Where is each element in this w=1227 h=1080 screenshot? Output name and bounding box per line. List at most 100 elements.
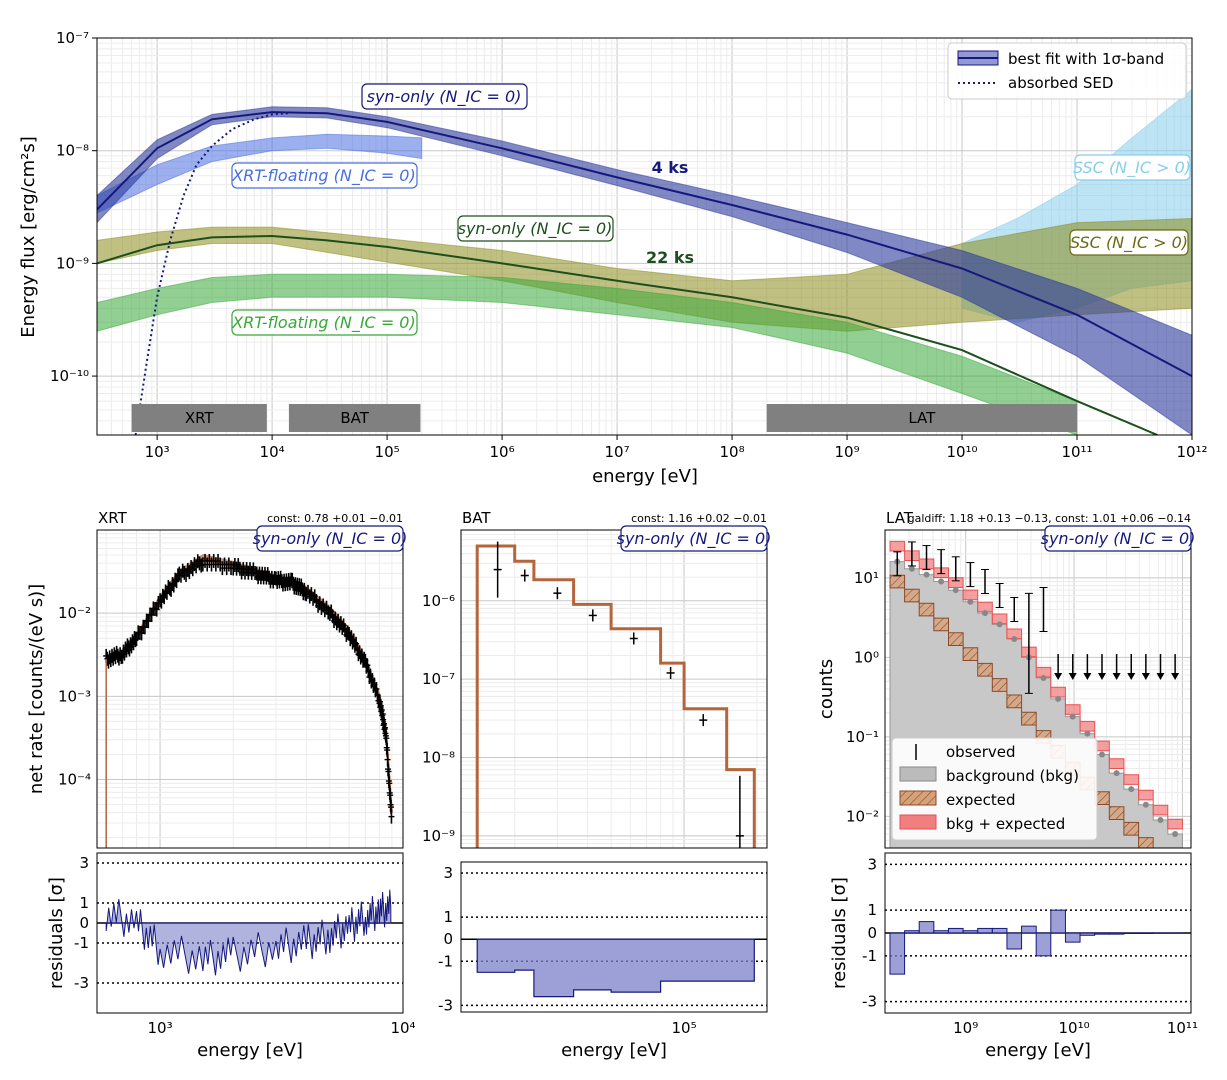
lat-legend-bkgexp: bkg + expected bbox=[946, 815, 1065, 833]
lat-tick-labels: 10¹ 10⁰ 10⁻¹ 10⁻² 10⁹ 10¹⁰ 10¹¹ bbox=[846, 569, 1198, 1037]
main-tick-labels: 10³ 10⁴ 10⁵ 10⁶ 10⁷ 10⁸ 10⁹ 10¹⁰ 10¹¹ 10¹² 10⁻⁷ 10⁻… bbox=[50, 29, 1208, 461]
xrt-res-ylabel: residuals [σ] bbox=[46, 877, 67, 989]
main-sed-panel: XRT BAT LAT 10³ 10⁴ 10⁵ 10⁶ 10⁷ 10⁸ 10⁹ 10¹⁰ 10¹¹ 1… bbox=[18, 29, 1208, 487]
lat-xlabel: energy [eV] bbox=[985, 1040, 1091, 1061]
residual-y-tick: 0 bbox=[79, 914, 89, 932]
lat-upper-limit-arrow bbox=[1112, 673, 1121, 681]
lat-residual-bar bbox=[977, 927, 993, 934]
lat-residual-bar bbox=[947, 927, 964, 934]
residual-y-tick: -3 bbox=[74, 974, 89, 992]
xrt-y-tick: 10⁻² bbox=[58, 604, 91, 622]
xrt-annotation: syn-only (N_IC = 0) bbox=[253, 529, 408, 549]
instrument-bars: XRT BAT LAT bbox=[131, 404, 1078, 432]
lat-bkg-point bbox=[952, 587, 959, 594]
x-tick-label: 10⁸ bbox=[720, 443, 745, 461]
y-tick-label: 10⁻¹⁰ bbox=[50, 367, 89, 385]
lat-residual-bar bbox=[1035, 932, 1052, 957]
lat-frame bbox=[884, 529, 1192, 849]
residual-y-tick: 0 bbox=[867, 924, 877, 942]
residual-y-tick: 3 bbox=[867, 855, 877, 873]
lat-title: LAT bbox=[886, 509, 914, 527]
main-ylabel: Energy flux [erg/cm²s] bbox=[18, 136, 39, 338]
lat-residual-bar bbox=[1050, 909, 1066, 934]
annotation-xrt-4ks: XRT-floating (N_IC = 0) bbox=[231, 166, 415, 186]
bat-y-tick: 10⁻⁹ bbox=[422, 827, 455, 845]
main-annotations: syn-only (N_IC = 0) XRT-floating (N_IC =… bbox=[231, 83, 1191, 336]
xrt-residual-curve bbox=[105, 889, 392, 976]
x-tick-label: 10⁶ bbox=[490, 443, 515, 461]
lat-upper-limit-arrow bbox=[1083, 673, 1092, 681]
lat-const: galdiff: 1.18 +0.13 −0.13, const: 1.01 +… bbox=[908, 512, 1191, 525]
xrt-grid bbox=[97, 529, 404, 848]
lat-bkg-point bbox=[1172, 831, 1179, 838]
main-xlabel: energy [eV] bbox=[592, 466, 698, 487]
xrt-title: XRT bbox=[98, 509, 128, 527]
lat-residual-bar bbox=[904, 930, 920, 934]
lat-residual-bar bbox=[962, 930, 979, 934]
lat-upper-limit-arrow bbox=[1127, 673, 1136, 681]
lat-bkg-point bbox=[1011, 636, 1018, 643]
residual-y-tick: 3 bbox=[443, 864, 453, 882]
bat-title: BAT bbox=[462, 509, 491, 527]
xrt-residual-panel: 3 1 0 -1 -3 bbox=[74, 854, 403, 992]
legend-bkg-swatch bbox=[899, 766, 937, 782]
xrt-x-tick: 10³ bbox=[148, 1019, 173, 1037]
residual-y-tick: -3 bbox=[862, 993, 877, 1011]
lat-bkg-point bbox=[1128, 786, 1135, 793]
annotation-xrt-22ks: XRT-floating (N_IC = 0) bbox=[231, 313, 415, 333]
bat-y-tick: 10⁻⁸ bbox=[422, 748, 455, 766]
y-tick-label: 10⁻⁸ bbox=[56, 142, 89, 160]
lat-residual-bar bbox=[1108, 932, 1125, 935]
xrt-ylabel: net rate [counts/(eV s)] bbox=[26, 584, 47, 794]
lat-residual-bar bbox=[889, 932, 906, 975]
bat-annotation: syn-only (N_IC = 0) bbox=[617, 529, 772, 549]
lat-x-tick: 10¹¹ bbox=[1167, 1019, 1198, 1037]
x-tick-label: 10¹² bbox=[1176, 443, 1207, 461]
bat-x-tick: 10⁵ bbox=[671, 1019, 696, 1037]
band-ssc-22ks bbox=[97, 217, 1192, 332]
lat-bkg-point bbox=[1040, 675, 1047, 682]
annotation-ssc-4ks: SSC (N_IC > 0) bbox=[1073, 158, 1191, 178]
x-tick-label: 10⁵ bbox=[375, 443, 400, 461]
lat-res-ylabel: residuals [σ] bbox=[829, 877, 850, 989]
lat-bkg-expected-band bbox=[889, 540, 1183, 830]
lat-ylabel: counts bbox=[816, 659, 837, 719]
lat-bkg-point bbox=[996, 621, 1003, 628]
xrt-y-tick: 10⁻³ bbox=[58, 687, 91, 705]
legend-best-fit: best fit with 1σ-band bbox=[1008, 50, 1164, 68]
residual-y-tick: -1 bbox=[438, 952, 453, 970]
residual-y-tick: -1 bbox=[74, 934, 89, 952]
bat-residual-panel: 3 1 0 -1 -3 bbox=[438, 864, 767, 1014]
residual-y-tick: 0 bbox=[443, 930, 453, 948]
lat-residual-bar bbox=[1006, 932, 1023, 950]
lat-residual-bar bbox=[918, 921, 935, 934]
main-legend: best fit with 1σ-band absorbed SED bbox=[947, 42, 1187, 100]
instrument-bar-xrt bbox=[131, 404, 267, 432]
annotation-4ks: 4 ks bbox=[652, 158, 689, 177]
lat-residual-bar bbox=[1064, 932, 1081, 943]
lat-bkg-point bbox=[1157, 817, 1164, 824]
residual-y-tick: -3 bbox=[438, 996, 453, 1014]
legend-bkgexp-swatch bbox=[899, 814, 937, 830]
lat-upper-limit-arrow bbox=[1068, 673, 1077, 681]
lat-y-tick: 10⁻¹ bbox=[846, 728, 879, 746]
lat-bkg-point bbox=[908, 565, 915, 572]
instrument-bar-lat bbox=[766, 404, 1078, 432]
lat-legend-bkg: background (bkg) bbox=[946, 767, 1079, 785]
xrt-panel: XRT const: 0.78 +0.01 −0.01 syn-only (N_… bbox=[26, 509, 416, 1061]
x-tick-label: 10⁹ bbox=[834, 443, 859, 461]
instrument-label-lat: LAT bbox=[908, 409, 936, 427]
main-bands bbox=[97, 88, 1192, 435]
annotation-22ks: 22 ks bbox=[646, 248, 694, 267]
lat-x-tick: 10¹⁰ bbox=[1058, 1019, 1089, 1037]
y-tick-label: 10⁻⁷ bbox=[56, 29, 89, 47]
residual-y-tick: 1 bbox=[867, 901, 877, 919]
lat-residual-bar bbox=[991, 927, 1008, 934]
annotation-syn-22ks: syn-only (N_IC = 0) bbox=[458, 219, 613, 239]
bat-grid bbox=[461, 529, 767, 849]
lat-bkg-point bbox=[1113, 770, 1120, 777]
bat-panel: BAT const: 1.16 +0.02 −0.01 syn-only (N_… bbox=[422, 509, 771, 1061]
bat-const: const: 1.16 +0.02 −0.01 bbox=[631, 512, 767, 525]
annotation-ssc-22ks: SSC (N_IC > 0) bbox=[1070, 233, 1188, 253]
xrt-data bbox=[103, 553, 395, 848]
